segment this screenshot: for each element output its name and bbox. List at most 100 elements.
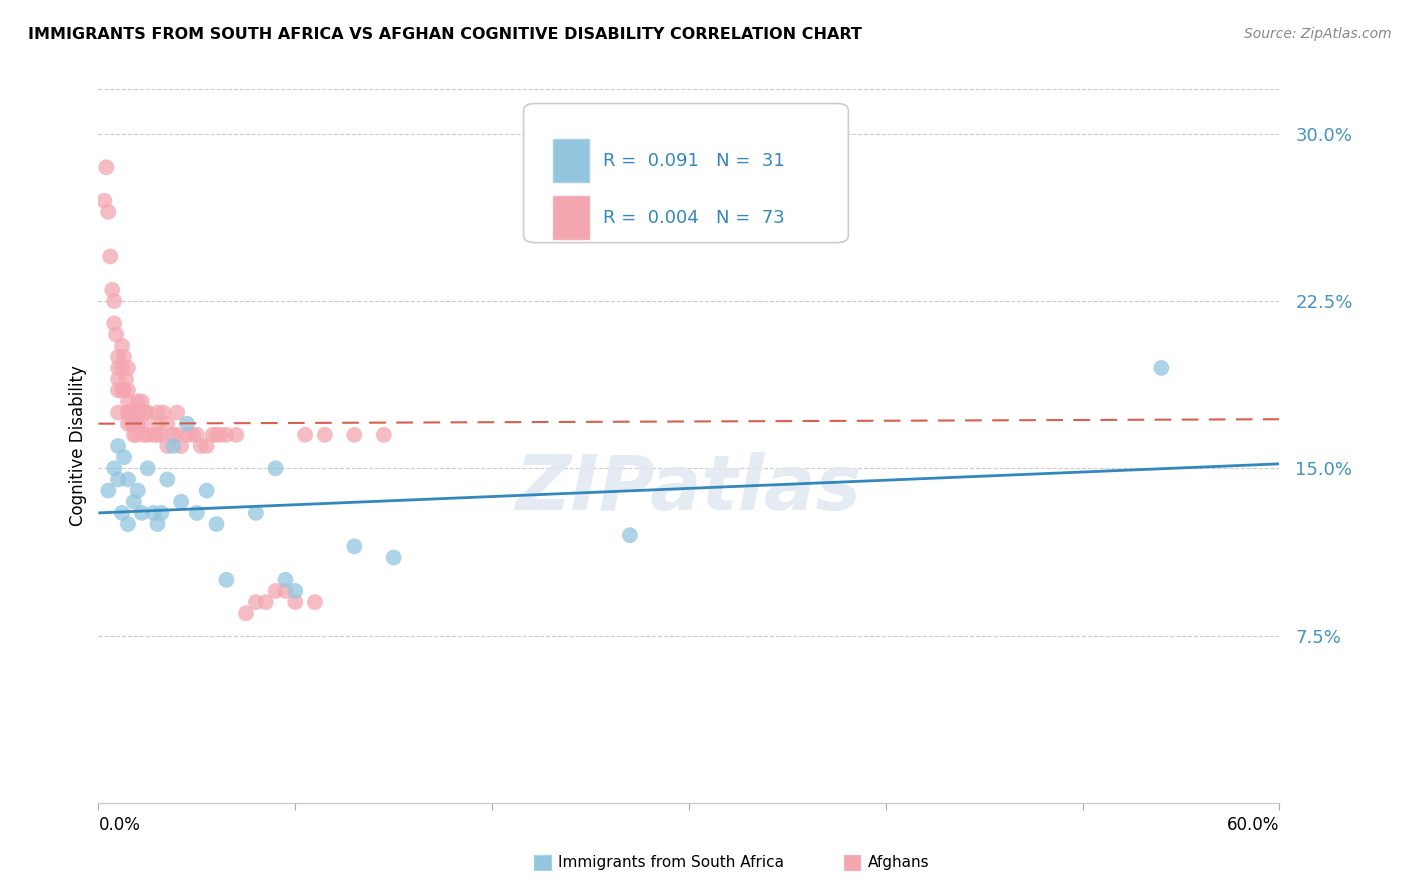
Point	[156, 417, 179, 431]
Point	[121, 417, 143, 431]
Point	[215, 573, 238, 587]
Point	[186, 506, 208, 520]
Point	[274, 583, 297, 598]
Point	[195, 439, 218, 453]
Point	[150, 427, 173, 442]
Point	[112, 450, 135, 465]
FancyBboxPatch shape	[553, 196, 589, 239]
Text: R =  0.004   N =  73: R = 0.004 N = 73	[603, 209, 785, 227]
Point	[195, 483, 218, 498]
Point	[107, 350, 129, 364]
Point	[107, 473, 129, 487]
Point	[122, 494, 145, 508]
Point	[127, 394, 149, 409]
Point	[111, 384, 134, 398]
Text: ZIPatlas: ZIPatlas	[516, 452, 862, 525]
Point	[131, 394, 153, 409]
Point	[122, 405, 145, 420]
Point	[127, 417, 149, 431]
Point	[343, 427, 366, 442]
Point	[201, 427, 224, 442]
Point	[382, 550, 405, 565]
Point	[135, 405, 157, 420]
Point	[235, 607, 257, 621]
FancyBboxPatch shape	[553, 139, 589, 182]
Point	[115, 372, 138, 386]
Point	[170, 494, 193, 508]
Point	[225, 427, 247, 442]
Point	[131, 506, 153, 520]
Point	[93, 194, 115, 208]
Point	[162, 439, 184, 453]
Point	[146, 427, 169, 442]
Point	[111, 506, 134, 520]
Point	[176, 417, 198, 431]
Point	[111, 338, 134, 352]
Point	[97, 204, 120, 219]
Point	[209, 427, 232, 442]
Point	[117, 473, 139, 487]
Point	[105, 327, 128, 342]
Text: R =  0.091   N =  31: R = 0.091 N = 31	[603, 152, 785, 169]
Point	[166, 405, 188, 420]
Point	[131, 417, 153, 431]
Point	[117, 417, 139, 431]
Point	[117, 394, 139, 409]
Point	[619, 528, 641, 542]
Point	[125, 427, 148, 442]
Text: 60.0%: 60.0%	[1227, 816, 1279, 834]
Point	[314, 427, 336, 442]
Point	[152, 405, 174, 420]
Text: IMMIGRANTS FROM SOUTH AFRICA VS AFGHAN COGNITIVE DISABILITY CORRELATION CHART: IMMIGRANTS FROM SOUTH AFRICA VS AFGHAN C…	[28, 27, 862, 42]
Point	[205, 427, 228, 442]
Point	[150, 506, 173, 520]
Point	[284, 583, 307, 598]
Point	[186, 427, 208, 442]
Point	[190, 439, 212, 453]
Point	[274, 573, 297, 587]
Point	[136, 461, 159, 475]
Point	[117, 360, 139, 375]
Point	[107, 405, 129, 420]
Point	[373, 427, 395, 442]
Point	[97, 483, 120, 498]
Point	[146, 405, 169, 420]
Point	[122, 417, 145, 431]
Point	[136, 405, 159, 420]
Point	[142, 506, 165, 520]
Point	[96, 161, 118, 175]
Point	[142, 427, 165, 442]
Point	[294, 427, 316, 442]
Point	[117, 384, 139, 398]
Point	[107, 439, 129, 453]
Point	[166, 427, 188, 442]
Point	[127, 405, 149, 420]
Point	[1150, 360, 1173, 375]
Point	[107, 372, 129, 386]
Point	[103, 317, 125, 331]
Point	[111, 360, 134, 375]
Point	[176, 427, 198, 442]
Point	[146, 417, 169, 431]
Point	[112, 350, 135, 364]
Point	[304, 595, 326, 609]
Point	[136, 427, 159, 442]
Point	[245, 595, 267, 609]
Text: Immigrants from South Africa: Immigrants from South Africa	[558, 855, 785, 870]
Point	[117, 405, 139, 420]
Point	[107, 384, 129, 398]
Point	[101, 283, 124, 297]
Text: 0.0%: 0.0%	[98, 816, 141, 834]
Point	[103, 293, 125, 308]
Point	[254, 595, 277, 609]
Point	[170, 439, 193, 453]
Y-axis label: Cognitive Disability: Cognitive Disability	[69, 366, 87, 526]
Point	[181, 427, 204, 442]
Point	[117, 517, 139, 532]
Point	[162, 427, 184, 442]
Text: Afghans: Afghans	[868, 855, 929, 870]
Point	[245, 506, 267, 520]
Point	[264, 583, 287, 598]
Point	[205, 517, 228, 532]
Point	[156, 473, 179, 487]
